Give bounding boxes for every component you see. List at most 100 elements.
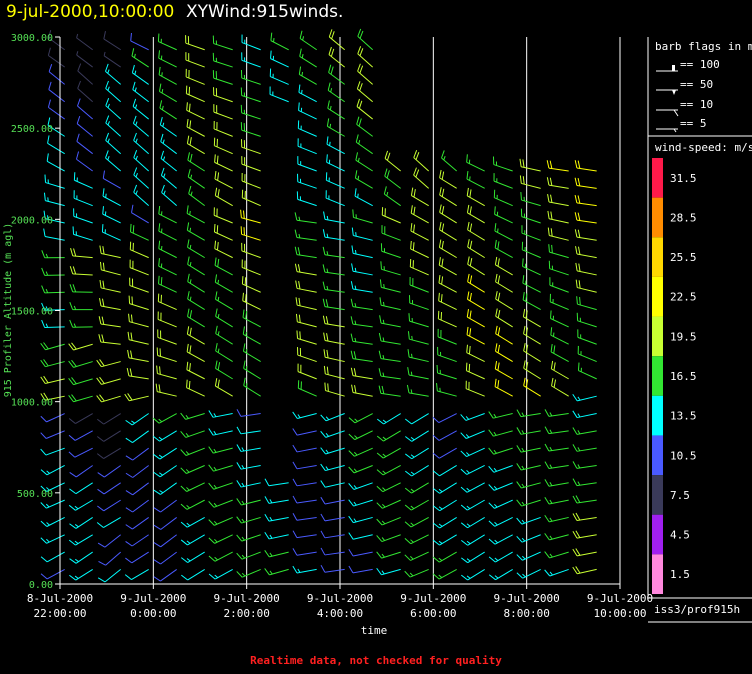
barb-flag — [469, 275, 473, 284]
wind-barb — [292, 530, 317, 539]
barb-flag — [488, 411, 494, 419]
wind-barb — [521, 241, 541, 259]
barb-flag — [96, 453, 104, 459]
barb-flag — [295, 280, 298, 289]
barb-flag — [467, 273, 470, 282]
barb-staff — [411, 447, 429, 460]
barb-flag — [124, 393, 130, 402]
barb-flag — [550, 211, 553, 220]
wind-barb — [105, 150, 121, 172]
wind-barb — [410, 223, 429, 241]
barb-half-flag — [354, 418, 358, 422]
wind-barb — [48, 30, 65, 51]
barb-flag — [292, 495, 298, 504]
barb-flag — [215, 360, 218, 369]
barb-flag — [186, 205, 189, 214]
barb-flag — [326, 118, 330, 127]
barb-flag — [236, 534, 243, 542]
barb-flag — [292, 411, 298, 419]
wind-barb — [213, 87, 233, 103]
wind-barb — [576, 296, 597, 311]
barb-flag — [105, 98, 110, 106]
barb-flag — [299, 331, 301, 340]
barb-flag — [325, 299, 329, 308]
barb-staff — [158, 413, 177, 424]
barb-staff — [185, 447, 205, 456]
barb-flag — [158, 66, 161, 75]
wind-barb — [208, 516, 233, 526]
barb-staff — [410, 230, 429, 241]
barb-staff — [521, 482, 541, 489]
wind-barb — [212, 70, 233, 85]
barb-half-flag — [549, 429, 553, 434]
barb-half-flag — [217, 348, 220, 353]
barb-flag — [379, 297, 382, 306]
barb-staff — [576, 534, 597, 539]
barb-staff — [269, 534, 289, 540]
barb-flag — [40, 537, 47, 544]
wind-barb — [180, 499, 205, 510]
wind-barb — [460, 413, 485, 421]
wind-barb — [404, 499, 429, 511]
wind-barb — [376, 534, 401, 543]
barb-flag — [404, 521, 412, 528]
barb-staff — [354, 430, 373, 441]
wind-barb — [466, 204, 485, 224]
barb-flag — [577, 362, 580, 371]
barb-staff — [327, 89, 345, 103]
wind-barb — [356, 98, 373, 120]
barb-staff — [213, 482, 233, 490]
barb-flag — [488, 484, 495, 491]
wind-barb — [320, 496, 345, 505]
barb-flag — [550, 194, 553, 203]
barb-flag — [439, 187, 442, 196]
barb-flag — [236, 462, 242, 470]
barb-staff — [325, 373, 345, 380]
barb-staff — [101, 269, 121, 276]
barb-flag — [41, 302, 46, 311]
barb-flag — [213, 223, 216, 233]
barb-flag — [158, 223, 161, 232]
barb-flag — [208, 464, 214, 472]
barb-flag — [217, 362, 221, 371]
wind-barb — [348, 565, 373, 574]
barb-staff — [324, 568, 345, 573]
barb-flag — [572, 548, 578, 557]
wind-barb — [495, 308, 513, 328]
color-scale-swatch — [652, 316, 663, 357]
wind-barb — [292, 565, 317, 574]
barb-flag — [189, 345, 192, 354]
barb-flag — [40, 556, 48, 563]
gridlines — [152, 37, 621, 584]
barb-staff — [522, 568, 541, 579]
barb-flag — [546, 177, 550, 186]
barb-staff — [411, 195, 429, 207]
barb-flag — [69, 472, 77, 478]
barb-flag — [494, 378, 497, 387]
barb-staff — [577, 303, 597, 311]
wind-barb — [241, 189, 261, 207]
barb-staff — [467, 568, 485, 581]
wind-barb — [466, 187, 485, 207]
barb-flag — [70, 248, 74, 257]
barb-flag — [350, 367, 354, 376]
barb-staff — [241, 534, 261, 542]
wind-barb — [575, 279, 597, 293]
barb-flag — [386, 152, 391, 161]
barb-staff — [383, 413, 401, 425]
color-scale-swatch — [652, 197, 663, 238]
barb-staff — [241, 163, 261, 172]
barb-half-flag — [493, 485, 498, 490]
barb-staff — [299, 56, 317, 68]
wind-barb — [320, 564, 345, 573]
wind-barb — [357, 63, 373, 85]
wind-barb — [125, 551, 149, 564]
wind-barb — [68, 534, 93, 546]
barb-flag — [433, 488, 440, 494]
wind-barb — [240, 87, 261, 103]
x-tick-time: 8:00:00 — [503, 607, 549, 620]
wind-barb — [494, 239, 513, 259]
barb-flag — [128, 313, 130, 322]
barb-staff — [270, 76, 289, 85]
wind-barb — [488, 482, 513, 491]
